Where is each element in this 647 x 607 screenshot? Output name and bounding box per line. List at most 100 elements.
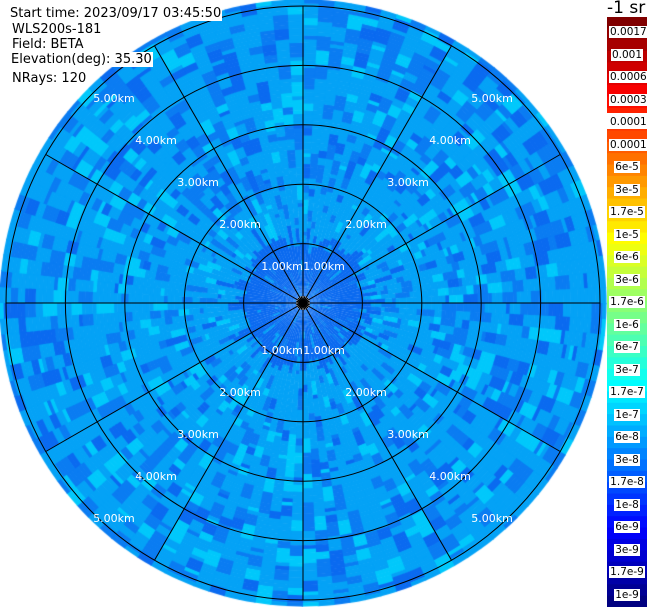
azimuth-spoke [45,302,304,452]
colorbar-tick-label: 1e-6 [609,318,645,332]
colorbar-tick-label: 0.001 [609,48,645,62]
colorbar-title: -1 sr [607,0,646,18]
range-ring-label: 5.00km [471,92,513,105]
azimuth-spoke [154,302,304,561]
colorbar-tick-text: 1.7e-5 [609,206,645,218]
colorbar-tick-text: 0.0001 [609,138,647,151]
colorbar-tick-text: 0.00017 [609,116,647,128]
colorbar-tick-label: 0.0006 [609,71,647,84]
range-ring-label: 3.00km [177,176,219,189]
colorbar-tick-text: 0.001 [610,48,644,61]
colorbar-tick-text: 1.7e-9 [609,566,645,578]
colorbar-tick-text: 1.7e-7 [609,386,645,398]
range-ring-label: 2.00km [219,218,261,231]
colorbar-band [607,289,647,302]
instrument-label: WLS200s-181 [11,22,103,37]
azimuth-spoke [154,45,304,304]
colorbar-band [607,62,647,75]
colorbar-tick-label: 6e-9 [609,521,645,534]
range-ring-label: 5.00km [93,512,135,525]
colorbar-tick-label: 6e-7 [609,341,645,354]
colorbar-tick-text: 0.0006 [609,71,647,83]
colorbar-tick-text: 3e-9 [614,543,640,556]
range-ring-label: 3.00km [177,428,219,441]
colorbar-tick-text: 3e-7 [614,363,640,376]
colorbar-tick-label: 1.7e-5 [609,206,645,219]
colorbar-tick-label: 3e-8 [609,453,645,467]
colorbar-band [607,39,647,52]
colorbar-tick-text: 1e-7 [614,408,640,421]
colorbar-tick-text: 3e-6 [614,273,640,286]
colorbar-tick-label: 6e-6 [609,251,645,264]
colorbar-tick-label: 3e-9 [609,543,645,557]
range-ring [243,243,363,363]
range-ring-label: 4.00km [135,134,177,147]
range-ring-label: 4.00km [135,470,177,483]
colorbar-tick-text: 3e-5 [614,183,640,196]
azimuth-spoke [302,302,452,561]
colorbar-tick-label: 3e-6 [609,273,645,287]
range-ring-label: 1.00km [303,260,345,273]
colorbar-band [607,504,647,517]
range-ring-label: 1.00km [303,344,345,357]
colorbar-tick-text: 1e-8 [614,498,640,511]
range-ring-label: 3.00km [387,428,429,441]
colorbar-band [607,266,647,279]
colorbar-tick-text: 6e-5 [614,161,640,173]
azimuth-spoke [302,154,561,304]
range-ring-label: 4.00km [429,470,471,483]
range-ring [64,64,542,542]
colorbar-tick-label: 0.0003 [609,93,647,107]
azimuth-spoke [302,302,561,452]
range-ring [124,124,482,482]
colorbar-band [607,572,647,585]
colorbar-band [607,243,647,256]
colorbar-band [607,334,647,347]
colorbar-band [607,312,647,324]
colorbar-tick-text: 6e-6 [614,251,640,263]
colorbar-band [607,198,647,211]
colorbar-tick-label: 1e-7 [609,408,645,422]
colorbar-tick-label: 3e-7 [609,363,645,377]
colorbar-tick-text: 6e-9 [614,521,640,533]
center-spoke [302,300,310,304]
range-ring-label: 3.00km [387,176,429,189]
colorbar-tick-text: 1.7e-6 [609,296,645,308]
colorbar-tick-label: 1.7e-6 [609,296,645,309]
colorbar-tick-label: 1e-9 [609,588,645,602]
nrays-label: NRays: 120 [11,71,88,86]
azimuth-spoke [45,154,304,304]
colorbar-tick-label: 1.7e-9 [609,566,645,579]
colorbar-tick-label: 0.0017 [609,26,647,39]
azimuth-spoke [302,45,452,304]
colorbar-tick-text: 3e-8 [614,453,640,466]
colorbar-band [607,595,647,607]
colorbar-tick-label: 3e-5 [609,183,645,197]
colorbar-band [607,175,647,188]
range-ring-label: 2.00km [345,218,387,231]
colorbar-tick-label: 6e-8 [609,431,645,444]
colorbar-band [607,527,647,540]
range-ring [5,5,601,601]
colorbar-tick-text: 0.0003 [609,93,647,106]
range-ring-label: 2.00km [345,386,387,399]
colorbar-band [607,17,647,29]
colorbar-band [607,130,647,143]
colorbar-band [607,357,647,370]
field-label: Field: BETA [11,37,85,52]
range-ring [183,183,423,423]
range-ring-label: 2.00km [219,386,261,399]
colorbar-tick-text: 6e-8 [614,431,640,443]
range-ring-label: 5.00km [471,512,513,525]
colorbar-band [607,85,647,98]
colorbar-tick-label: 1e-8 [609,498,645,512]
colorbar-tick-text: 1e-9 [614,588,640,601]
colorbar-tick-label: 0.00017 [609,116,647,129]
colorbar-band [607,550,647,563]
colorbar-tick-text: 1e-6 [614,318,640,331]
elevation-label: Elevation(deg): 35.30 [10,52,153,67]
range-ring-label: 5.00km [93,92,135,105]
colorbar-tick-text: 0.0017 [609,26,647,38]
colorbar-tick-label: 6e-5 [609,161,645,174]
colorbar-band [607,153,647,166]
